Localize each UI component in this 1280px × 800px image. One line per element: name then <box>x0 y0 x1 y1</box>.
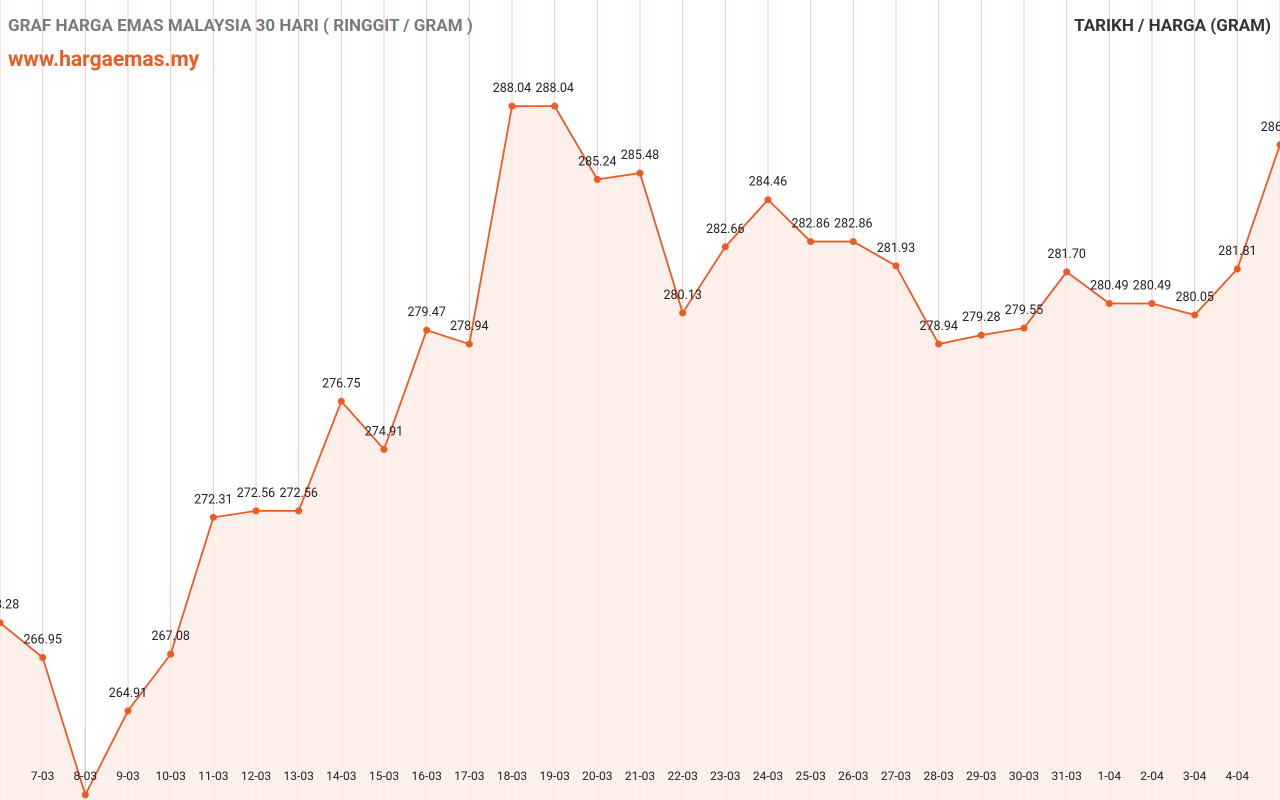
value-label: 264.91 <box>109 686 147 701</box>
point <box>124 707 132 715</box>
point <box>551 102 559 110</box>
value-label: 284.46 <box>749 175 787 190</box>
point <box>167 650 175 658</box>
value-label: 281.81 <box>1218 244 1256 259</box>
point <box>1020 324 1028 332</box>
x-tick-label: 29-03 <box>966 769 996 783</box>
x-tick-label: 1-04 <box>1098 769 1122 783</box>
point <box>81 791 89 799</box>
x-tick-label: 2-04 <box>1140 769 1164 783</box>
x-tick-label: 8-03 <box>74 769 98 783</box>
x-tick-label: 20-03 <box>582 769 612 783</box>
area <box>0 106 1280 800</box>
value-label: 272.56 <box>237 486 275 501</box>
value-label: 280.05 <box>1175 290 1213 305</box>
value-label: 267.08 <box>151 629 189 644</box>
labels: 7-03 8-03 9-03 10-03 11-03 12-03 13-03 14-03 15-… <box>0 81 1280 783</box>
value-label: 278.94 <box>450 319 488 334</box>
x-tick-label: 14-03 <box>326 769 356 783</box>
point <box>1191 311 1199 319</box>
value-label: 278.94 <box>919 319 957 334</box>
x-tick-label: 13-03 <box>284 769 314 783</box>
point <box>849 238 857 246</box>
x-tick-label: 7-03 <box>31 769 55 783</box>
point <box>252 507 260 515</box>
point <box>721 243 729 251</box>
point <box>0 619 4 627</box>
chart-title: GRAF HARGA EMAS MALAYSIA 30 HARI ( RINGG… <box>8 16 473 36</box>
value-label: 286.56 <box>1261 120 1280 135</box>
point <box>892 262 900 270</box>
value-label: 282.86 <box>834 217 872 232</box>
value-label: 280.49 <box>1090 279 1128 294</box>
point <box>679 309 687 317</box>
point <box>764 196 772 204</box>
value-label: 281.93 <box>877 241 915 256</box>
value-label: 281.70 <box>1047 247 1085 262</box>
x-tick-label: 23-03 <box>710 769 740 783</box>
point <box>39 654 47 662</box>
value-label: 288.04 <box>535 81 573 96</box>
x-tick-label: 3-04 <box>1183 769 1207 783</box>
value-label: 285.48 <box>621 148 659 163</box>
value-label: 272.31 <box>194 492 232 507</box>
x-tick-label: 16-03 <box>412 769 442 783</box>
value-label: 282.86 <box>791 217 829 232</box>
x-tick-label: 30-03 <box>1009 769 1039 783</box>
value-label: 280.13 <box>663 288 701 303</box>
value-label: 276.75 <box>322 376 360 391</box>
x-tick-label: 24-03 <box>753 769 783 783</box>
value-label: 279.28 <box>962 310 1000 325</box>
x-tick-label: 9-03 <box>116 769 140 783</box>
point <box>209 513 217 521</box>
x-tick-label: 21-03 <box>625 769 655 783</box>
x-tick-label: 31-03 <box>1052 769 1082 783</box>
value-label: 279.55 <box>1005 303 1043 318</box>
x-tick-label: 17-03 <box>454 769 484 783</box>
x-tick-label: 12-03 <box>241 769 271 783</box>
point <box>423 326 431 334</box>
x-tick-label: 26-03 <box>838 769 868 783</box>
value-label: 268.28 <box>0 598 19 613</box>
x-tick-label: 18-03 <box>497 769 527 783</box>
point <box>465 340 473 348</box>
legend-text: TARIKH / HARGA (GRAM) <box>1074 16 1271 36</box>
point <box>1148 300 1156 308</box>
point <box>1276 141 1280 149</box>
value-label: 279.47 <box>407 305 445 320</box>
point <box>295 507 303 515</box>
value-label: 285.24 <box>578 154 616 169</box>
x-tick-label: 4-04 <box>1226 769 1250 783</box>
point <box>1105 300 1113 308</box>
value-label: 274.91 <box>365 424 403 439</box>
point <box>935 340 943 348</box>
point <box>593 175 601 183</box>
value-label: 272.56 <box>279 486 317 501</box>
x-tick-label: 19-03 <box>540 769 570 783</box>
x-tick-label: 15-03 <box>369 769 399 783</box>
point <box>1063 268 1071 276</box>
x-tick-label: 10-03 <box>156 769 186 783</box>
chart-subtitle: www.hargaemas.my <box>8 48 200 72</box>
value-label: 288.04 <box>493 81 531 96</box>
value-label: 280.49 <box>1133 279 1171 294</box>
x-tick-label: 28-03 <box>924 769 954 783</box>
point <box>977 331 985 339</box>
x-tick-label: 11-03 <box>198 769 228 783</box>
point <box>380 445 388 453</box>
x-tick-label: 22-03 <box>668 769 698 783</box>
point <box>807 238 815 246</box>
value-label: 266.95 <box>23 633 61 648</box>
point <box>636 169 644 177</box>
point <box>508 102 516 110</box>
value-label: 282.66 <box>706 222 744 237</box>
point <box>1233 265 1241 273</box>
point <box>337 397 345 405</box>
x-tick-label: 25-03 <box>796 769 826 783</box>
x-tick-label: 27-03 <box>881 769 911 783</box>
plot <box>0 102 1280 800</box>
